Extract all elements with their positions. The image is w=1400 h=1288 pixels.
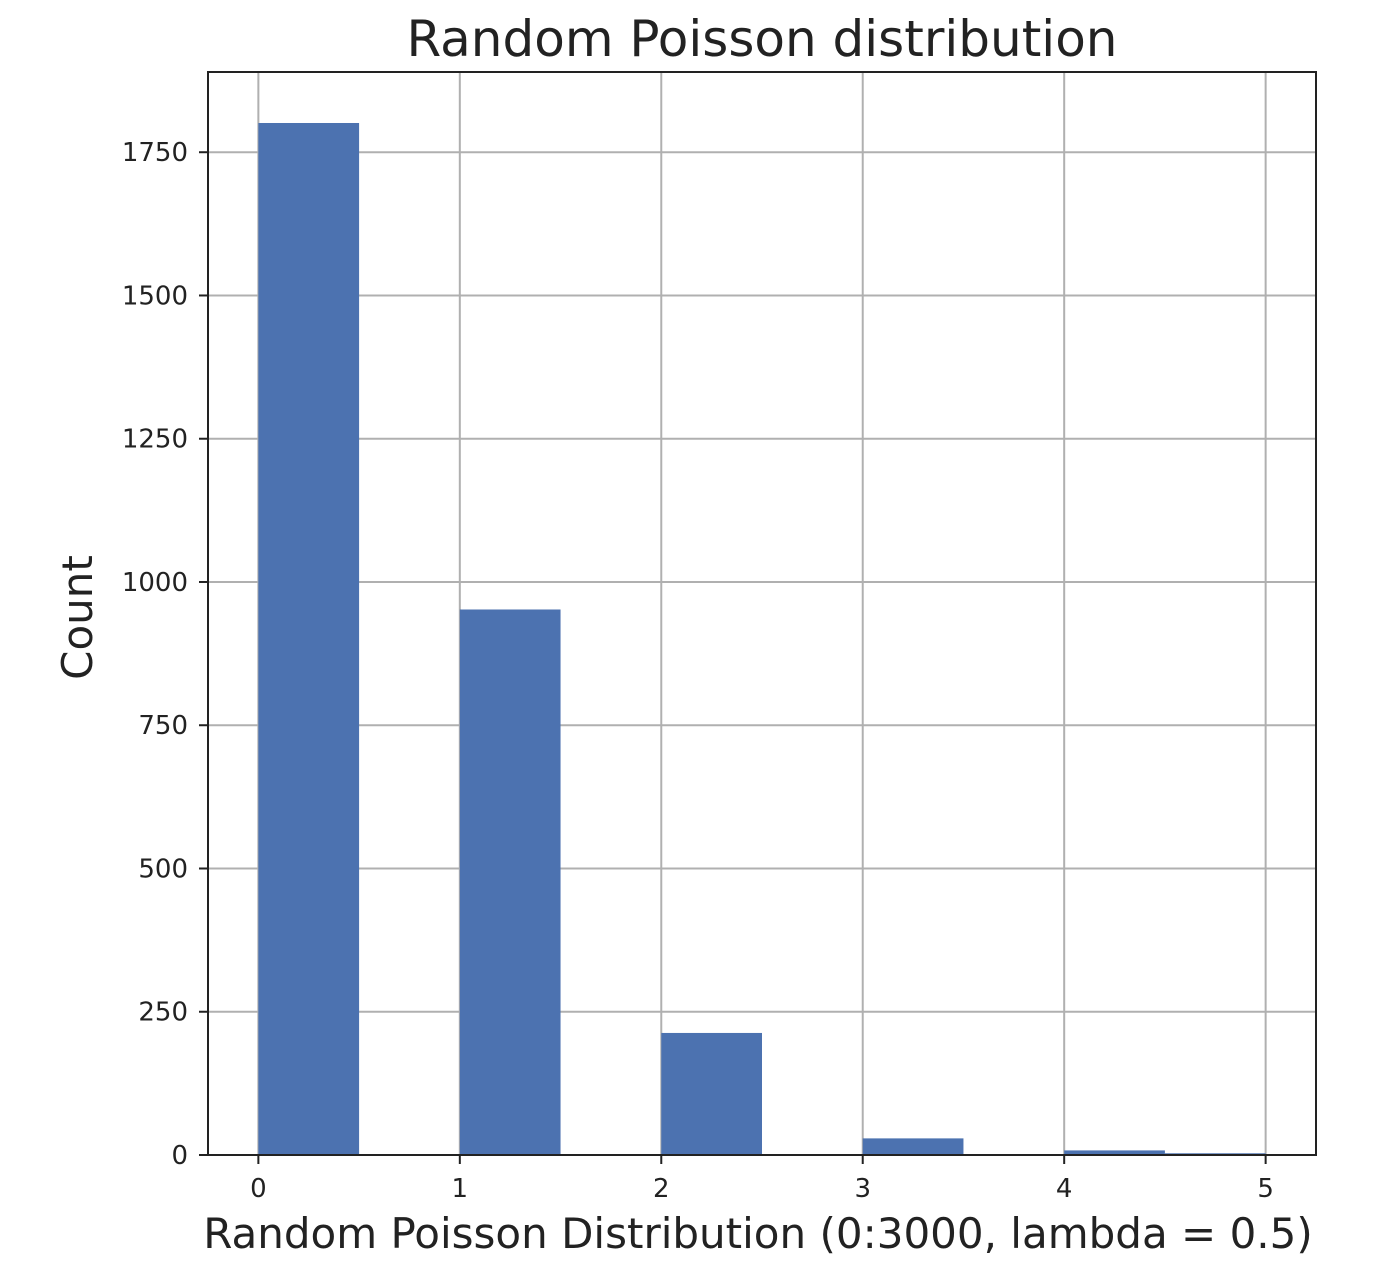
y-tick-label: 250: [138, 998, 188, 1028]
chart-title: Random Poisson distribution: [407, 10, 1118, 68]
x-tick-label: 5: [1257, 1174, 1274, 1204]
plot-frame: [207, 71, 1317, 1156]
y-axis-label: Count: [53, 555, 102, 680]
x-axis-label: Random Poisson Distribution (0:3000, lam…: [203, 1209, 1313, 1258]
y-tick-label: 750: [138, 711, 188, 741]
x-tick-label: 3: [854, 1174, 871, 1204]
x-tick-label: 0: [250, 1174, 267, 1204]
histogram-bar: [862, 1138, 964, 1155]
y-tick-label: 1750: [122, 138, 188, 168]
histogram-bar: [661, 1032, 762, 1155]
x-tick-label: 4: [1056, 1174, 1073, 1204]
y-tick-label: 1500: [122, 281, 188, 311]
bars: [258, 122, 1266, 1155]
ticks: 0 1 2 3 4 5 0 250 500 750 1000 1250 1500 1750: [122, 138, 1274, 1204]
histogram-bar: [1064, 1150, 1165, 1155]
histogram-bar: [459, 609, 561, 1155]
y-tick-label: 1000: [122, 568, 188, 598]
grid-lines: [208, 72, 1316, 1156]
x-tick-label: 1: [452, 1174, 469, 1204]
histogram-bar: [258, 122, 360, 1155]
y-tick-label: 0: [171, 1141, 188, 1171]
y-tick-label: 1250: [122, 425, 188, 455]
y-tick-label: 500: [138, 854, 188, 884]
x-tick-label: 2: [653, 1174, 670, 1204]
